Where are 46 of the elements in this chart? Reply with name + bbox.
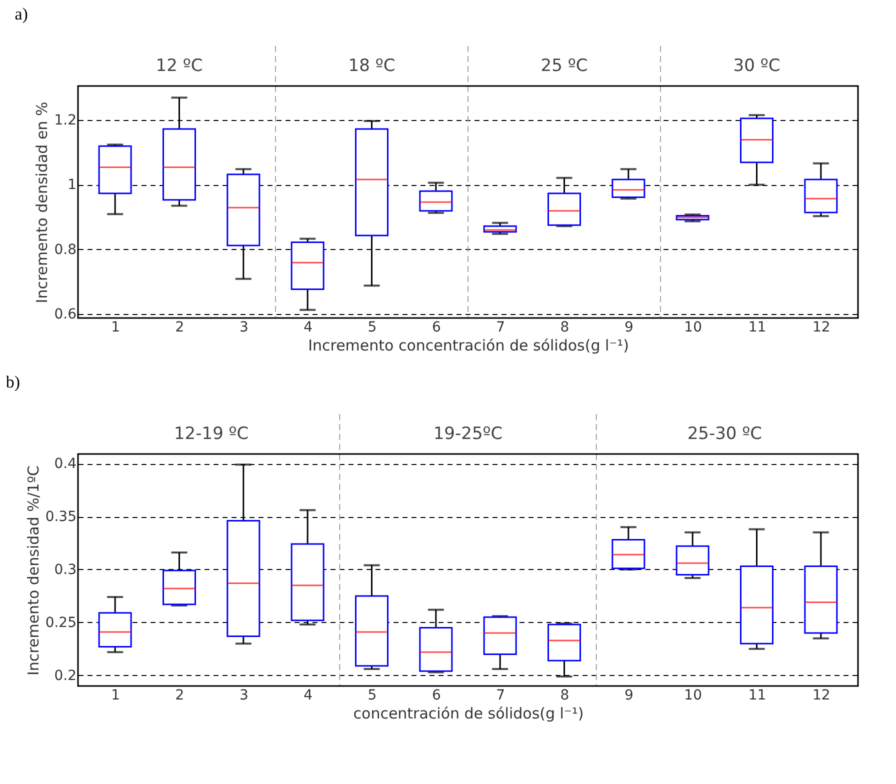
x-axis-title: Incremento concentración de sólidos(g l⁻¹) <box>308 336 629 354</box>
chart-title: b) <box>6 372 20 392</box>
x-tick-label: 10 <box>684 688 702 704</box>
x-tick-label: 4 <box>304 320 313 336</box>
x-tick-label: 3 <box>239 688 248 704</box>
text: 30 ºC <box>733 56 780 76</box>
x-tick-label: 2 <box>175 320 184 336</box>
x-tick-label: 8 <box>560 320 570 336</box>
y-tick-label: 1 <box>68 177 76 194</box>
chart-title: a) <box>14 4 28 24</box>
x-tick-label: 5 <box>368 688 377 704</box>
y-tick-label: 0.4 <box>54 456 77 472</box>
text: 18 ºC <box>348 56 396 76</box>
text: 19-25ºC <box>433 424 503 444</box>
x-tick-label: 6 <box>432 688 441 704</box>
y-tick-label: 0.3 <box>54 562 76 578</box>
x-axis-title: concentración de sólidos(g l⁻¹) <box>353 704 584 722</box>
y-tick-label: 0.2 <box>54 668 76 684</box>
x-tick-label: 12 <box>812 688 830 704</box>
y-tick-label: 1.2 <box>54 112 76 128</box>
x-tick-label: 9 <box>624 688 634 704</box>
y-tick-label: 0.25 <box>45 614 76 631</box>
x-tick-label: 6 <box>432 320 441 336</box>
y-axis-title: Incremento densidad en % <box>33 102 52 304</box>
x-tick-label: 8 <box>560 688 570 704</box>
x-tick-label: 1 <box>111 688 120 704</box>
x-tick-label: 9 <box>624 320 634 336</box>
text: 25 ºC <box>540 56 588 76</box>
x-tick-label: 5 <box>368 320 377 336</box>
y-tick-label: 0.8 <box>54 242 76 258</box>
x-tick-label: 2 <box>175 688 184 704</box>
x-tick-label: 7 <box>496 320 506 336</box>
text: 25-30 ºC <box>687 424 762 444</box>
y-tick-label: 0.35 <box>45 509 76 525</box>
x-tick-label: 11 <box>748 688 766 704</box>
y-tick-label: 0.6 <box>54 306 77 323</box>
x-tick-label: 4 <box>304 688 313 704</box>
x-tick-label: 1 <box>111 320 120 336</box>
x-tick-label: 3 <box>239 320 248 336</box>
y-axis-title: Incremento densidad %/1ºC <box>24 465 42 676</box>
x-tick-label: 10 <box>684 320 702 336</box>
x-tick-label: 11 <box>748 320 766 336</box>
x-tick-label: 7 <box>496 688 506 704</box>
x-tick-label: 12 <box>812 320 830 336</box>
text: 12-19 ºC <box>174 424 249 444</box>
text: 12 ºC <box>156 56 203 76</box>
